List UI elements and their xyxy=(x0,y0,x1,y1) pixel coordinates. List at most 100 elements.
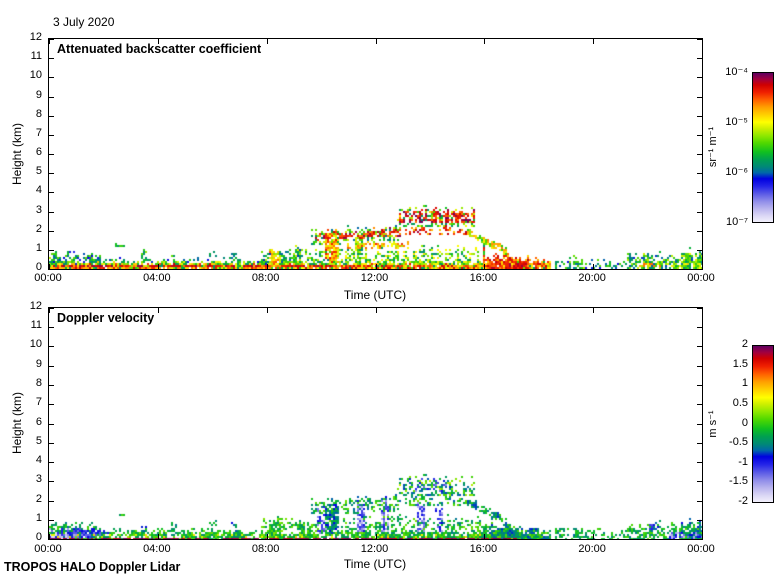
colorbar-tick-label: 10⁻⁶ xyxy=(725,166,748,178)
y-tick-label: 3 xyxy=(35,204,42,216)
x-axis-tick-top xyxy=(593,39,594,44)
x-tick-label: 08:00 xyxy=(251,543,280,555)
y-axis-tick xyxy=(49,539,54,540)
x-tick-label: 16:00 xyxy=(469,543,498,555)
y-tick-label: 7 xyxy=(35,127,42,139)
y-axis-tick-right xyxy=(697,501,702,502)
y-tick-label: 11 xyxy=(30,319,42,331)
y-tick-label: 6 xyxy=(35,146,42,158)
y-axis-tick xyxy=(49,327,54,328)
x-axis-tick xyxy=(49,264,50,269)
time-axis-label-top: Time (UTC) xyxy=(343,288,407,302)
x-axis-tick xyxy=(484,534,485,539)
x-axis-tick-top xyxy=(267,39,268,44)
x-axis-tick-top xyxy=(376,308,377,313)
backscatter-title: Attenuated backscatter coefficient xyxy=(57,42,262,56)
colorbar-tick-label: 0 xyxy=(741,416,748,429)
y-axis-tick-right xyxy=(697,77,702,78)
y-axis-tick-right xyxy=(697,154,702,155)
x-axis-tick-top xyxy=(49,39,50,44)
y-axis-tick xyxy=(49,97,54,98)
x-tick-label: 00:00 xyxy=(687,272,715,284)
y-tick-label: 7 xyxy=(35,396,42,408)
y-axis-tick-right xyxy=(697,385,702,386)
y-tick-label: 9 xyxy=(35,89,42,101)
y-tick-label: 8 xyxy=(35,108,42,120)
x-axis-tick xyxy=(158,534,159,539)
y-axis-tick xyxy=(49,173,54,174)
time-axis-label-bottom: Time (UTC) xyxy=(343,557,407,571)
x-axis-tick-top xyxy=(484,39,485,44)
y-axis-tick xyxy=(49,135,54,136)
x-tick-label: 04:00 xyxy=(143,543,171,555)
y-tick-label: 10 xyxy=(29,338,42,350)
y-tick-label: 4 xyxy=(35,454,42,466)
x-axis-tick xyxy=(158,264,159,269)
y-axis-tick-right xyxy=(697,116,702,117)
y-axis-tick-right xyxy=(697,212,702,213)
y-tick-label: 3 xyxy=(35,473,42,485)
backscatter-heatmap-canvas xyxy=(49,39,702,269)
x-axis-tick-top xyxy=(702,39,703,44)
y-tick-label: 10 xyxy=(29,69,42,81)
y-tick-label: 0 xyxy=(35,261,42,273)
y-axis-tick xyxy=(49,231,54,232)
y-axis-tick-right xyxy=(697,481,702,482)
y-axis-tick-right xyxy=(697,173,702,174)
y-axis-tick xyxy=(49,154,54,155)
y-axis-tick xyxy=(49,481,54,482)
x-tick-label: 08:00 xyxy=(251,272,280,284)
y-axis-tick-right xyxy=(697,308,702,309)
y-axis-tick-right xyxy=(697,58,702,59)
y-axis-tick xyxy=(49,39,54,40)
y-axis-tick xyxy=(49,501,54,502)
y-axis-tick xyxy=(49,212,54,213)
y-tick-label: 12 xyxy=(29,31,42,43)
y-axis-tick xyxy=(49,192,54,193)
y-tick-label: 5 xyxy=(35,435,42,447)
x-axis-tick xyxy=(702,264,703,269)
y-tick-label: 11 xyxy=(30,50,42,62)
y-tick-label: 12 xyxy=(29,300,42,312)
y-axis-tick xyxy=(49,520,54,521)
x-axis-tick-top xyxy=(267,308,268,313)
backscatter-colorbar-unit: sr⁻¹ m⁻¹ xyxy=(707,126,719,168)
y-axis-tick xyxy=(49,116,54,117)
y-tick-label: 8 xyxy=(35,377,42,389)
y-axis-tick-right xyxy=(697,462,702,463)
y-tick-label: 9 xyxy=(35,358,42,370)
y-axis-tick-right xyxy=(697,135,702,136)
x-tick-label: 04:00 xyxy=(143,272,171,284)
velocity-plot-area: Doppler velocity xyxy=(48,307,703,540)
colorbar-tick-label: -1.5 xyxy=(729,475,748,488)
y-axis-tick-right xyxy=(697,520,702,521)
y-axis-tick xyxy=(49,366,54,367)
y-axis-tick-right xyxy=(697,192,702,193)
y-tick-label: 1 xyxy=(35,512,42,524)
x-tick-label: 12:00 xyxy=(360,543,389,555)
colorbar-tick-label: 2 xyxy=(741,338,748,350)
colorbar-tick-label: 10⁻⁴ xyxy=(725,66,748,78)
x-axis-tick xyxy=(702,534,703,539)
x-tick-label: 00:00 xyxy=(34,272,62,284)
x-tick-label: 20:00 xyxy=(578,272,606,284)
y-axis-tick-right xyxy=(697,404,702,405)
x-axis-tick xyxy=(376,264,377,269)
colorbar-tick-label: -1 xyxy=(738,455,748,468)
colorbar-tick-label: 10⁻⁷ xyxy=(725,216,748,228)
y-axis-tick-right xyxy=(697,539,702,540)
y-axis-tick xyxy=(49,404,54,405)
x-axis-tick xyxy=(593,264,594,269)
backscatter-plot-area: Attenuated backscatter coefficient xyxy=(48,38,703,270)
x-axis-tick-top xyxy=(158,308,159,313)
x-axis-tick-top xyxy=(49,308,50,313)
y-axis-tick xyxy=(49,58,54,59)
x-axis-tick-top xyxy=(702,308,703,313)
velocity-colorbar xyxy=(752,345,774,503)
x-axis-tick xyxy=(484,264,485,269)
y-axis-tick xyxy=(49,346,54,347)
colorbar-tick-label: -0.5 xyxy=(729,436,748,449)
x-tick-label: 00:00 xyxy=(34,543,62,555)
y-axis-tick xyxy=(49,250,54,251)
y-axis-tick-right xyxy=(697,97,702,98)
